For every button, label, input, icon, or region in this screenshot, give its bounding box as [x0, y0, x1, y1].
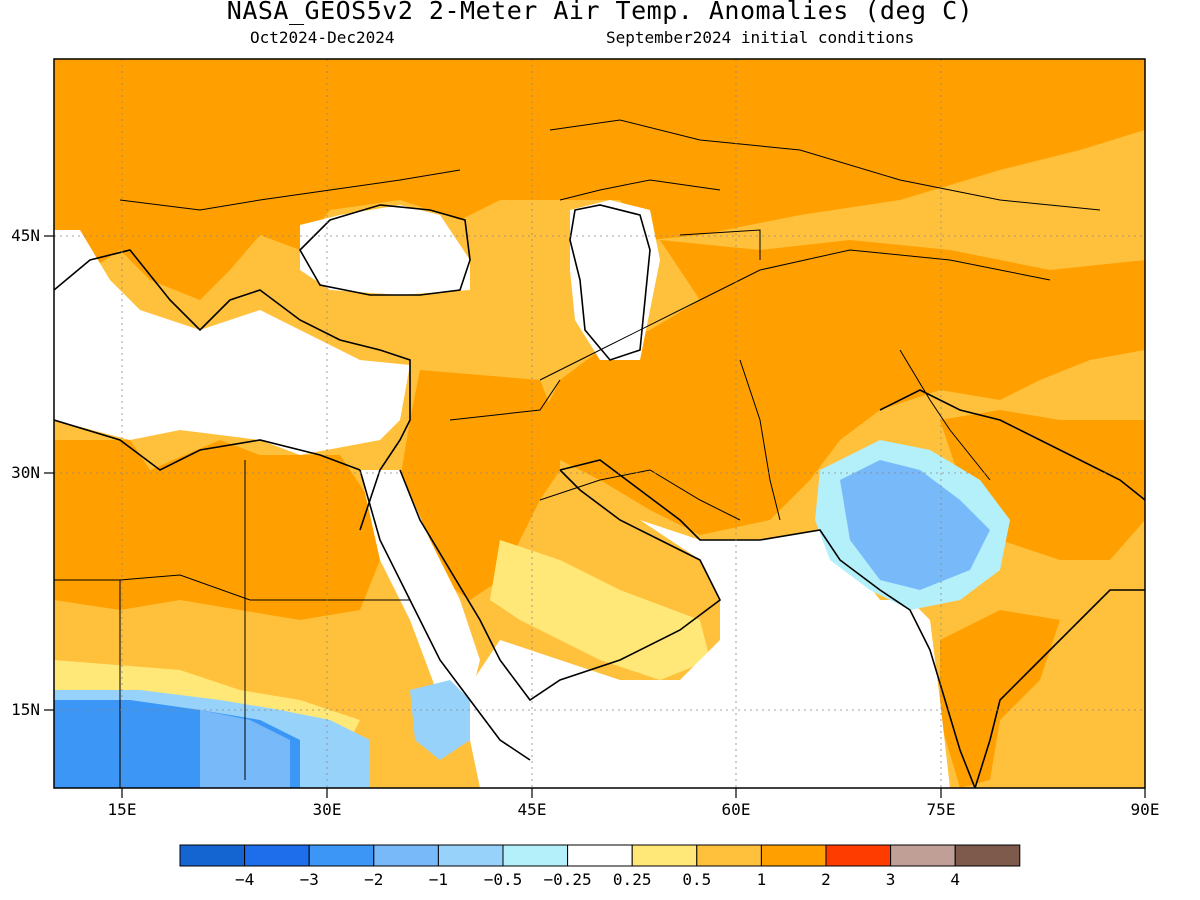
x-tick-label: 45E: [518, 800, 547, 819]
colorbar-swatch: [825, 844, 892, 867]
map-frame: [53, 58, 1146, 789]
colorbar-swatch: [567, 844, 633, 867]
colorbar-label: 0.5: [682, 870, 711, 889]
anomaly-region-north-africa: [54, 440, 380, 620]
axis-ticks: [44, 235, 1146, 798]
colorbar-swatch: [631, 844, 698, 867]
map-title: NASA_GEOS5v2 2-Meter Air Temp. Anomalies…: [226, 0, 974, 25]
colorbar-label: −1: [429, 870, 448, 889]
neutral-region-red-sea: [360, 470, 480, 700]
colorbar-swatch: [760, 844, 827, 867]
y-axis-labels: 45N 30N 15N: [11, 226, 40, 719]
anomaly-field: [54, 59, 1145, 788]
x-tick-label: 90E: [1131, 800, 1160, 819]
colorbar-swatch: [308, 844, 375, 867]
colorbar-label: −2: [364, 870, 383, 889]
colorbar-label: −4: [235, 870, 254, 889]
cool-region-ethiopia: [410, 680, 470, 760]
colorbar-label: −0.25: [544, 870, 592, 889]
anomaly-region-asia: [540, 240, 1145, 535]
colorbar: [179, 844, 1021, 867]
y-tick-label: 15N: [11, 700, 40, 719]
colorbar-label: −3: [300, 870, 319, 889]
colorbar-swatch: [890, 844, 956, 867]
x-axis-labels: 15E 30E 45E 60E 75E 90E: [108, 800, 1160, 819]
colorbar-swatch: [437, 844, 504, 867]
graticule: [54, 59, 1145, 788]
anomaly-region-arabia-light: [490, 540, 710, 680]
colorbar-swatch: [696, 844, 762, 867]
colorbar-labels: −4 −3 −2 −1 −0.5 −0.25 0.25 0.5 1 2 3 4: [235, 870, 960, 889]
forecast-period: Oct2024-Dec2024: [250, 28, 395, 47]
neutral-region-arabian-sea: [460, 520, 950, 788]
neutral-region-black-sea: [300, 205, 470, 295]
coastlines: [54, 204, 1145, 788]
initial-conditions: September2024 initial conditions: [606, 28, 915, 47]
x-tick-label: 30E: [313, 800, 342, 819]
colorbar-label: 2: [821, 870, 831, 889]
y-tick-label: 45N: [11, 226, 40, 245]
neutral-region-caspian: [570, 200, 660, 360]
x-tick-label: 15E: [108, 800, 137, 819]
colorbar-swatch: [373, 844, 439, 867]
colorbar-label: 4: [950, 870, 960, 889]
neutral-region-mediterranean: [54, 230, 410, 455]
anomaly-region-middle-east: [400, 370, 560, 600]
colorbar-swatch: [502, 844, 569, 867]
x-tick-label: 60E: [722, 800, 751, 819]
country-borders: [54, 119, 1101, 788]
colorbar-label: −0.5: [484, 870, 523, 889]
colorbar-label: 0.25: [613, 870, 652, 889]
cool-region-india-core: [840, 460, 990, 590]
colorbar-label: 1: [757, 870, 767, 889]
colorbar-swatch: [179, 844, 246, 867]
colorbar-label: 3: [886, 870, 896, 889]
colorbar-swatch: [244, 844, 310, 867]
x-tick-label: 75E: [927, 800, 956, 819]
y-tick-label: 30N: [11, 463, 40, 482]
colorbar-swatch: [954, 844, 1021, 867]
